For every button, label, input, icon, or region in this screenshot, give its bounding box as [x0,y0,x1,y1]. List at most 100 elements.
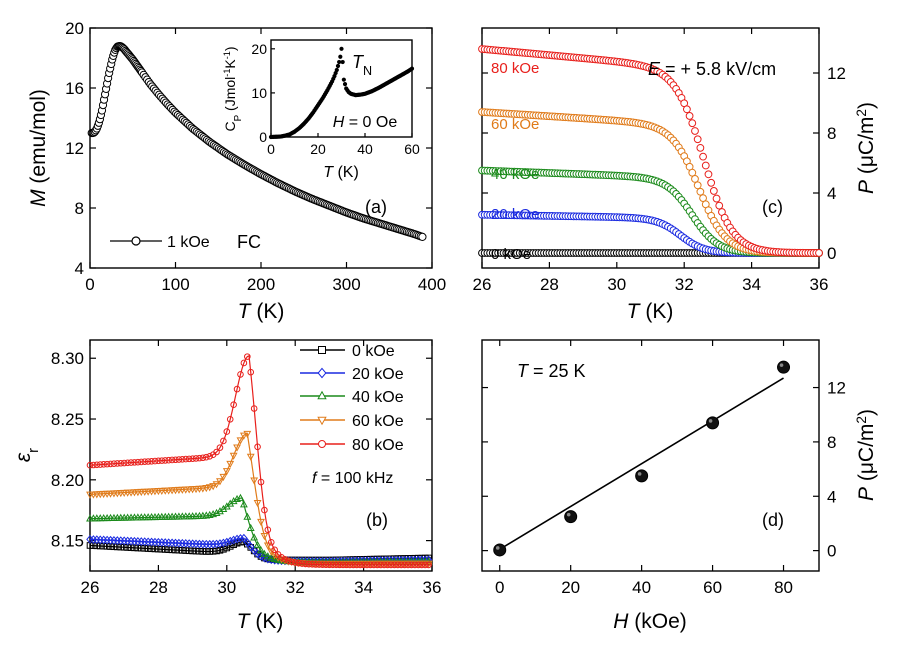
panel-b-point [202,548,210,555]
panel-b-point [319,561,326,568]
inset-xtick-label: 20 [310,141,326,157]
panel-b-point [329,561,337,569]
panel-a-point [418,232,427,241]
panel-b-legend-label: 20 kOe [352,366,404,383]
panel-c-point [709,187,718,195]
inset-annotation-tn: TN [352,52,372,78]
panel-b-point [202,539,211,549]
panel-b-point [421,561,429,569]
panel-b-legend-label: 40 kOe [352,389,404,406]
panel-a-ytick-label: 20 [65,19,84,38]
panel-b-point [291,559,299,566]
panel-c-xtick-label: 28 [540,275,559,294]
panel-a-xtick-label: 200 [247,275,275,294]
panel-b-point [216,507,224,515]
panel-b-point [418,561,426,569]
panel-b-point [397,561,405,569]
panel-b-ytick-label: 8.15 [51,532,84,551]
panel-b-point [367,561,374,569]
panel-b-point [117,459,125,467]
inset-point [339,46,344,51]
panel-b-point [253,540,262,548]
inset-point [334,67,339,73]
panel-b-ytick-label: 8.25 [51,410,84,429]
panel-b-legend-marker [317,416,327,426]
panel-c-ytick-label: 0 [827,244,836,263]
panel-b-xtick-label: 28 [149,578,168,597]
panel-b-point [271,546,278,554]
panel-b-point [326,561,333,569]
panel-b-point [363,561,371,569]
panel-b-point [220,437,227,445]
panel-d: 0 20 40 60 80 0 4 8 12 T = 25 K H (kOe) P (μC/m2) (d… [481,339,878,633]
panel-b-point [185,455,193,463]
panel-b-legend-marker [317,390,327,400]
panel-b-point [114,460,121,467]
panel-a-ytick-label: 8 [75,199,84,218]
inset-frame [270,39,413,138]
inset-ytick-label: 20 [251,41,267,57]
panel-b-point [315,561,323,568]
panel-b-point [239,500,248,508]
panel-b-point [356,561,364,569]
inset-xtick-label: 40 [357,141,373,157]
panel-b-legend-marker [318,440,326,448]
panel-c-label: (c) [762,197,783,217]
inset-point [342,81,348,87]
panel-b-point [86,461,94,469]
panel-b-point [223,428,231,435]
panel-c-xtick-label: 34 [742,275,761,294]
panel-b-point [158,457,166,464]
panel-c-point [696,187,705,196]
inset-point [338,54,343,59]
panel-b-point [229,535,238,545]
panel-b-point [263,542,272,550]
panel-d-xtick-label: 60 [703,578,722,597]
panel-d-point [493,543,507,557]
panel-b-point [110,460,118,467]
panel-b-xtick-label: 34 [354,578,373,597]
panel-b-point [243,538,252,547]
panel-c-ytick-label: 8 [827,124,836,143]
panel-b-point [278,554,285,561]
panel-b-point [387,561,395,569]
panel-d-fit-line [499,377,784,550]
panel-c-xtick-label: 30 [607,275,626,294]
panel-a-xtick-label: 400 [418,275,446,294]
panel-c-point [682,105,691,114]
panel-a-xlabel: T (K) [238,300,285,323]
panel-c-series-label: 40 kOe [491,166,539,183]
panel-b-point [233,444,241,452]
panel-b-point [281,555,289,563]
panel-c-series-label: 80 kOe [491,60,539,77]
panel-d-ytick-label: 0 [827,542,836,561]
inset-point [409,66,415,71]
panel-a-annotation: FC [237,232,261,252]
panel-c-point [685,112,694,120]
panel-b-point [391,561,398,569]
panel-b-point [202,484,211,493]
inset-point [341,77,346,82]
panel-d-xlabel: H (kOe) [613,610,687,633]
panel-b-point [205,484,214,492]
panel-b-point [263,552,272,560]
panel-b-legend-label: 60 kOe [352,413,404,430]
panel-b-point [212,508,221,516]
inset-annotation-field: H = 0 Oe [333,114,398,131]
panel-b-point [336,561,343,569]
panel-b-point [370,561,378,569]
panel-c-point [691,127,699,135]
panel-c-series-label: 20 kOe [491,206,539,223]
panel-b-point [216,478,224,486]
panel-c-ylabel: P (μC/m2) [854,102,879,194]
panel-b-point [216,444,224,451]
panel-d-point-highlight [637,472,642,476]
panel-b-point [257,546,265,554]
panel-b-point [246,453,255,461]
panel-c-point [688,119,697,128]
panel-d-point-highlight [566,512,571,517]
panel-b-point [202,453,210,461]
panel-b-point [350,561,357,569]
panel-a-label: (a) [365,197,387,217]
panel-c-ytick-label: 12 [827,64,846,83]
